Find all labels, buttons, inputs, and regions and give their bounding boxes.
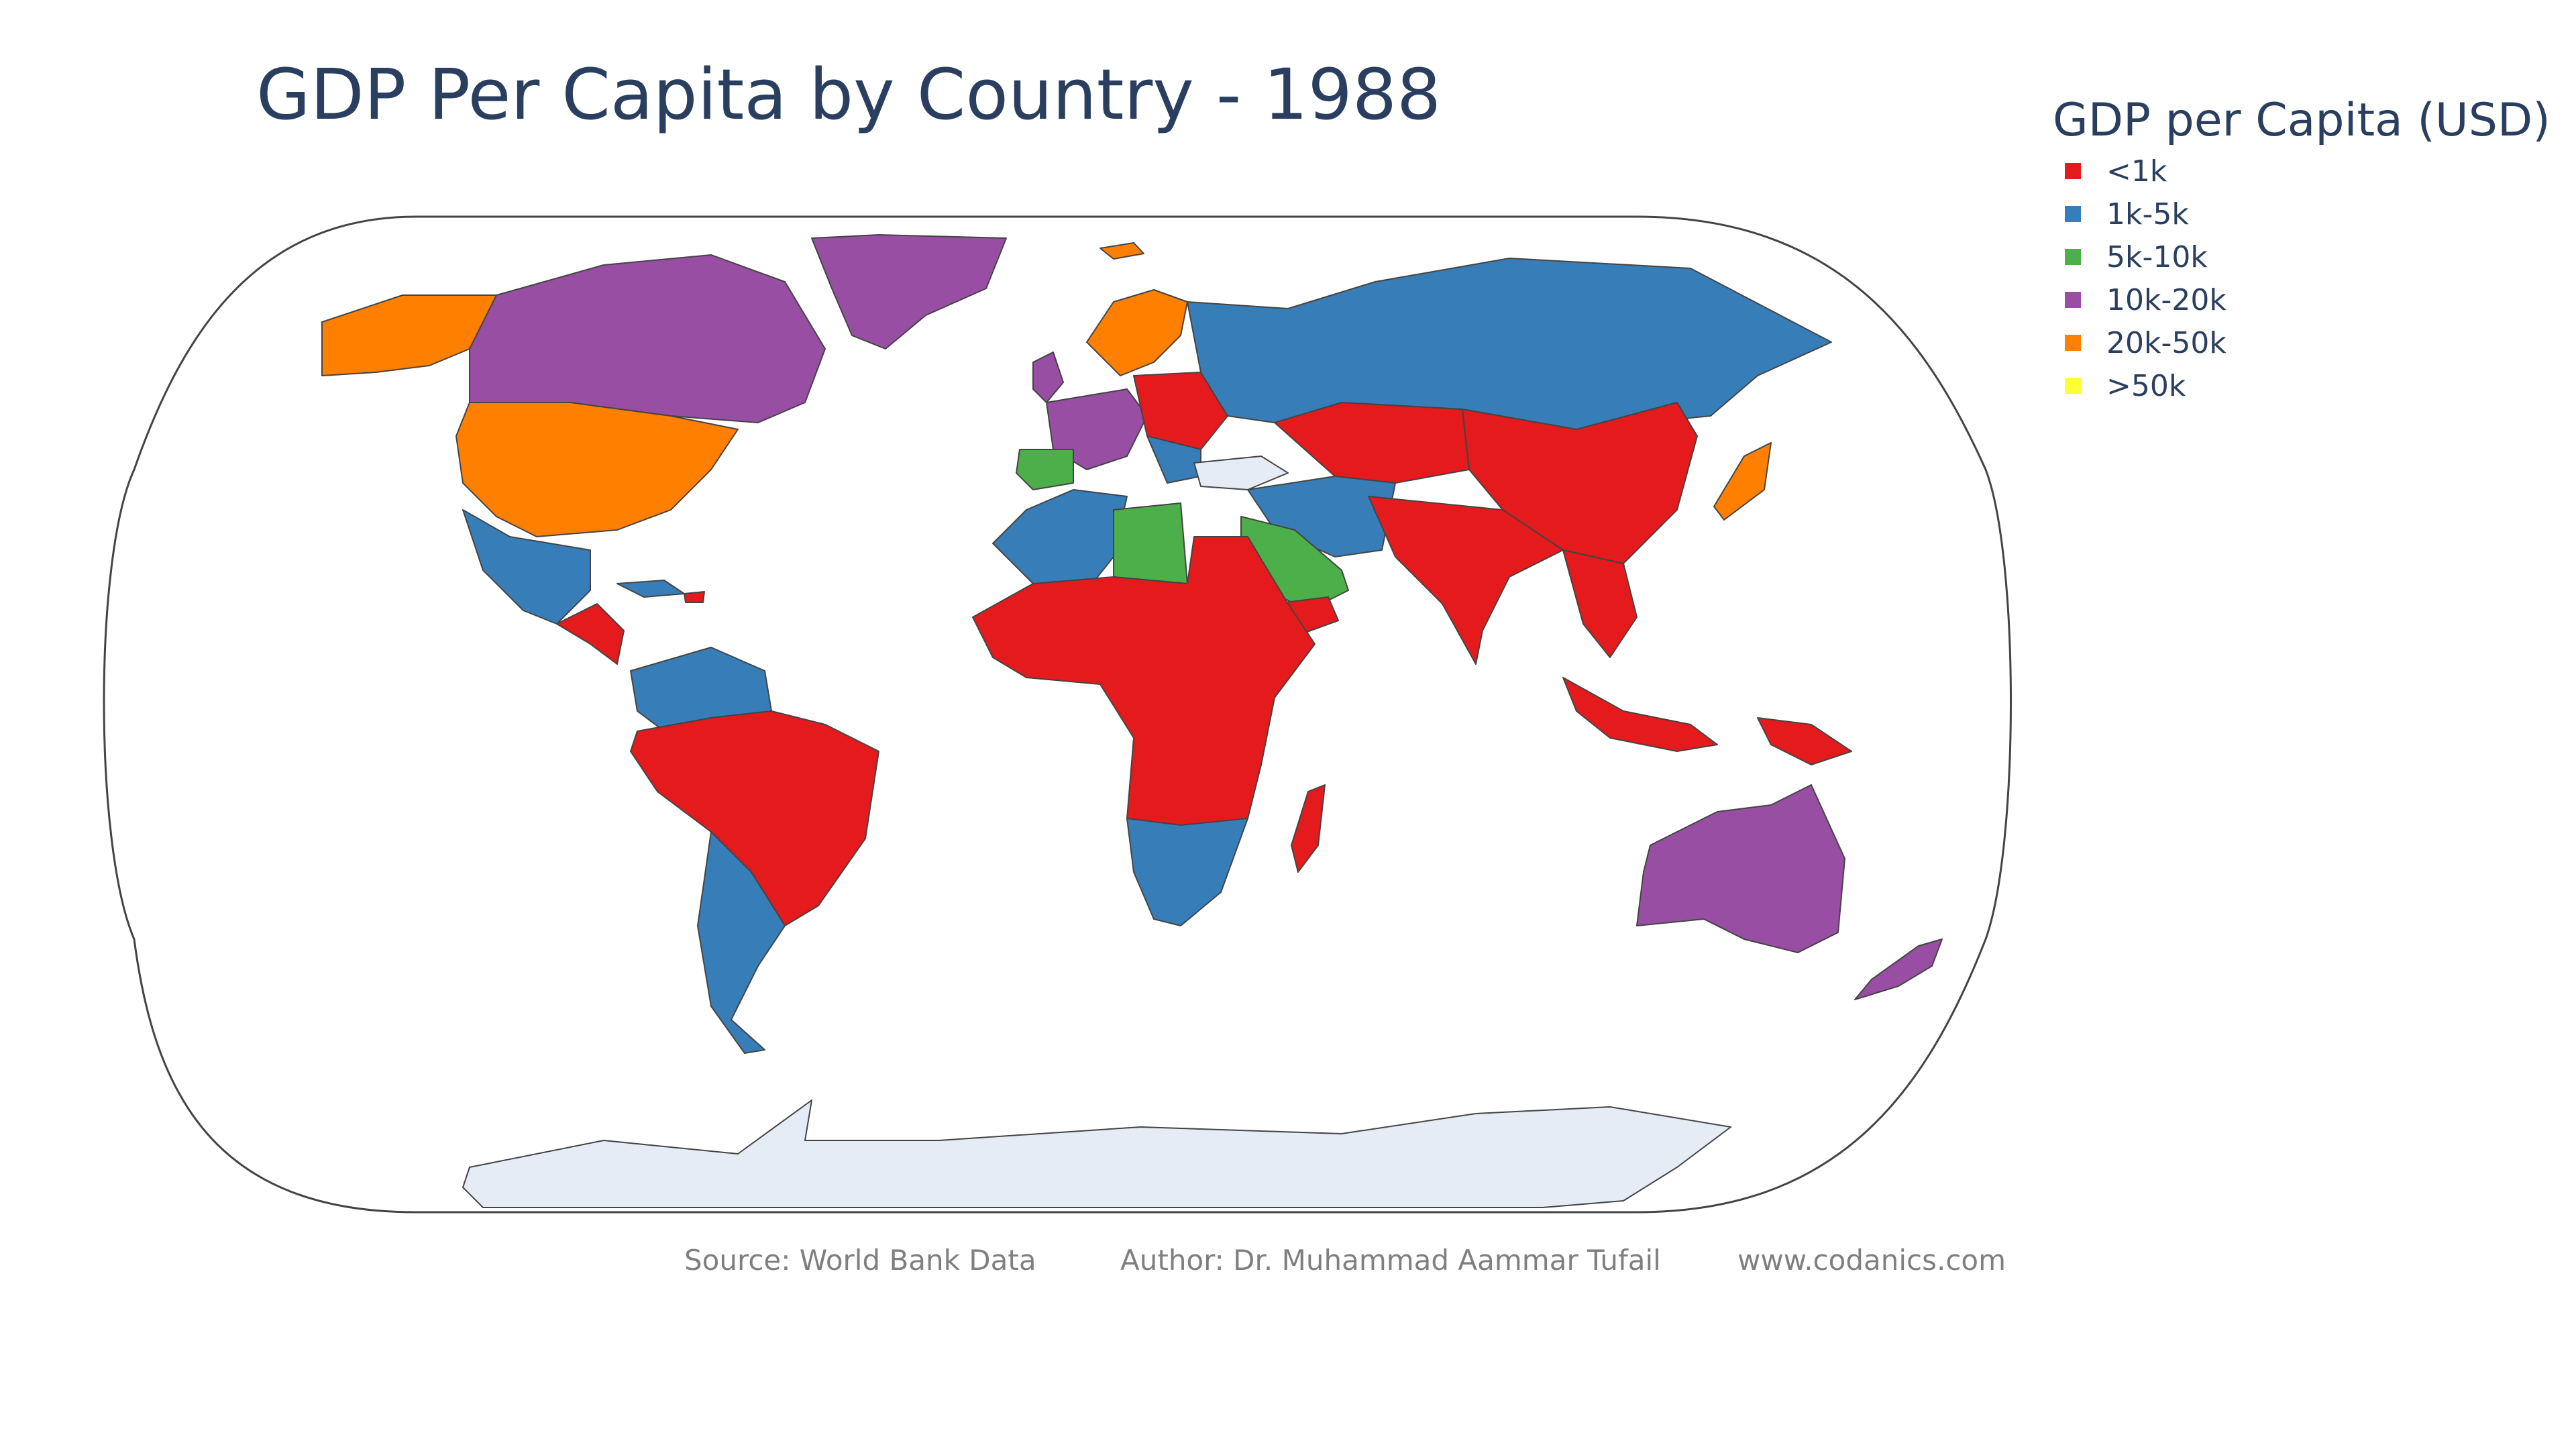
country-alaska-usa[interactable] (321, 294, 497, 376)
country-russia[interactable] (1187, 258, 1832, 430)
country-scandinavia[interactable] (1086, 289, 1188, 376)
legend-item[interactable]: 1k-5k (2053, 193, 2551, 235)
legend-swatch (2065, 163, 2081, 179)
country-argentina-chile[interactable] (697, 831, 786, 1054)
footer-source: Source: World Bank Data (684, 1244, 1036, 1277)
legend-swatch (2065, 206, 2081, 222)
country-south-asia[interactable] (1368, 496, 1564, 665)
country-usa[interactable] (455, 402, 739, 537)
legend-label: 5k-10k (2106, 239, 2208, 274)
legend-item[interactable]: 10k-20k (2053, 278, 2551, 321)
country-libya[interactable] (1113, 502, 1188, 584)
legend-swatch (2065, 335, 2081, 351)
legend-label: <1k (2106, 154, 2167, 189)
country-papua-new-guinea[interactable] (1757, 717, 1852, 765)
legend-label: 10k-20k (2106, 282, 2226, 317)
legend-label: 20k-50k (2106, 325, 2226, 360)
country-greenland[interactable] (811, 234, 1007, 350)
countries-layer (321, 234, 1943, 1208)
country-iceland[interactable] (1099, 242, 1144, 260)
legend-item[interactable]: 20k-50k (2053, 321, 2551, 364)
country-west-central-africa[interactable] (972, 536, 1316, 826)
country-spain-portugal[interactable] (1016, 449, 1074, 490)
footer-website[interactable]: www.codanics.com (1737, 1244, 2006, 1277)
country-eastern-europe[interactable] (1133, 372, 1228, 450)
country-new-zealand[interactable] (1854, 938, 1943, 1000)
country-haiti[interactable] (684, 591, 705, 603)
country-japan[interactable] (1713, 442, 1772, 521)
country-canada[interactable] (469, 254, 826, 423)
country-uk[interactable] (1032, 352, 1064, 403)
legend-swatch (2065, 249, 2081, 265)
legend-items: <1k 1k-5k 5k-10k 10k-20k 20k-50k >50k (2053, 150, 2551, 407)
legend-label: 1k-5k (2106, 197, 2189, 231)
country-central-america[interactable] (556, 603, 625, 665)
country-mexico[interactable] (462, 509, 591, 625)
country-southeast-asia[interactable] (1562, 549, 1638, 658)
legend-title: GDP per Capita (USD) (2053, 94, 2551, 147)
country-australia[interactable] (1636, 784, 1845, 953)
country-indonesia[interactable] (1562, 677, 1718, 752)
country-china-mongolia[interactable] (1462, 402, 1698, 564)
legend-item[interactable]: <1k (2053, 150, 2551, 193)
country-turkey[interactable] (1193, 455, 1289, 490)
legend-swatch (2065, 378, 2081, 394)
country-southern-africa[interactable] (1126, 818, 1248, 926)
country-madagascar[interactable] (1291, 784, 1326, 873)
legend-swatch (2065, 292, 2081, 308)
legend-item[interactable]: 5k-10k (2053, 235, 2551, 278)
legend-label: >50k (2106, 368, 2186, 403)
country-brazil-peru[interactable] (630, 710, 879, 926)
legend-item[interactable]: >50k (2053, 364, 2551, 407)
legend: GDP per Capita (USD) <1k 1k-5k 5k-10k 10… (2053, 94, 2551, 407)
country-antarctica[interactable] (462, 1099, 1731, 1208)
chart-title: GDP Per Capita by Country - 1988 (256, 54, 1442, 136)
footer-author: Author: Dr. Muhammad Aammar Tufail (1120, 1244, 1661, 1277)
